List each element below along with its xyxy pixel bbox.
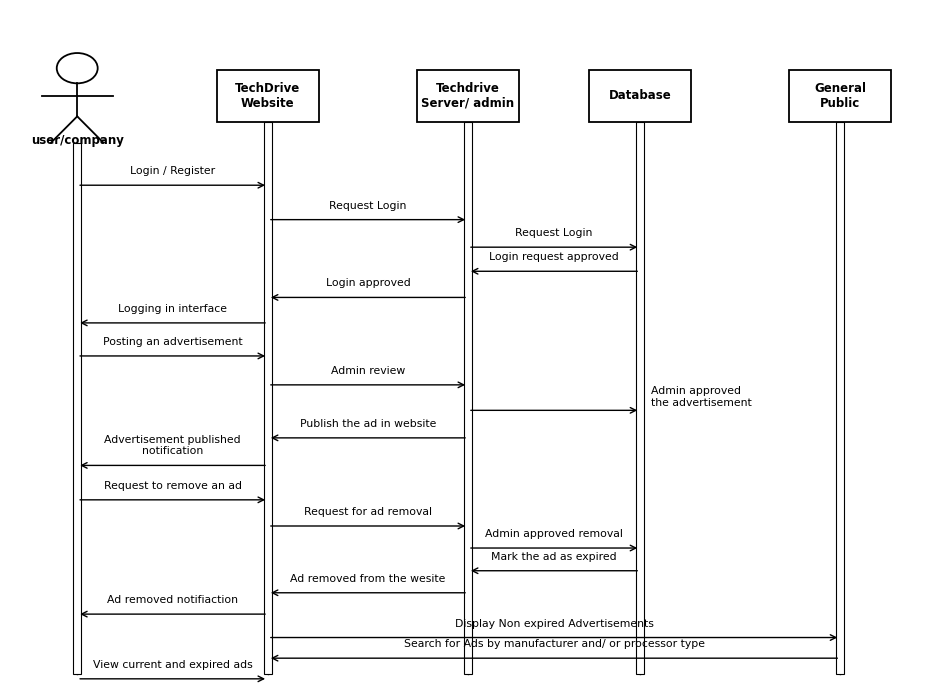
Text: Admin approved removal: Admin approved removal (485, 529, 623, 539)
Text: user/company: user/company (31, 133, 124, 146)
Text: Request to remove an ad: Request to remove an ad (104, 481, 241, 491)
Text: Posting an advertisement: Posting an advertisement (103, 337, 242, 347)
Bar (417, 70, 519, 121)
Bar (789, 70, 891, 121)
Text: Login approved: Login approved (326, 278, 410, 289)
Text: Request Login: Request Login (516, 228, 592, 238)
Text: View current and expired ads: View current and expired ads (93, 660, 253, 670)
Text: Logging in interface: Logging in interface (118, 304, 227, 314)
Bar (636, 121, 644, 674)
Text: Mark the ad as expired: Mark the ad as expired (491, 552, 617, 562)
Text: TechDrive
Website: TechDrive Website (235, 82, 300, 110)
Text: Request for ad removal: Request for ad removal (304, 507, 432, 517)
Text: Techdrive
Server/ admin: Techdrive Server/ admin (421, 82, 515, 110)
Bar (836, 121, 844, 674)
Text: Ad removed notifiaction: Ad removed notifiaction (107, 595, 238, 605)
Text: Login request approved: Login request approved (490, 253, 619, 262)
Text: Login / Register: Login / Register (130, 167, 215, 176)
Text: Publish the ad in website: Publish the ad in website (300, 419, 436, 429)
Bar (464, 121, 472, 674)
Text: Admin review: Admin review (330, 366, 405, 376)
Bar (217, 70, 319, 121)
Bar (73, 142, 81, 674)
Text: Database: Database (608, 90, 671, 102)
Bar (264, 121, 272, 674)
Text: Display Non expired Advertisements: Display Non expired Advertisements (455, 618, 653, 629)
Bar (589, 70, 692, 121)
Text: General
Public: General Public (814, 82, 866, 110)
Text: Advertisement published
notification: Advertisement published notification (104, 435, 241, 457)
Text: Admin approved
the advertisement: Admin approved the advertisement (651, 386, 752, 407)
Text: Search for Ads by manufacturer and/ or processor type: Search for Ads by manufacturer and/ or p… (403, 639, 705, 649)
Text: Ad removed from the wesite: Ad removed from the wesite (290, 574, 446, 584)
Text: Request Login: Request Login (329, 201, 406, 211)
